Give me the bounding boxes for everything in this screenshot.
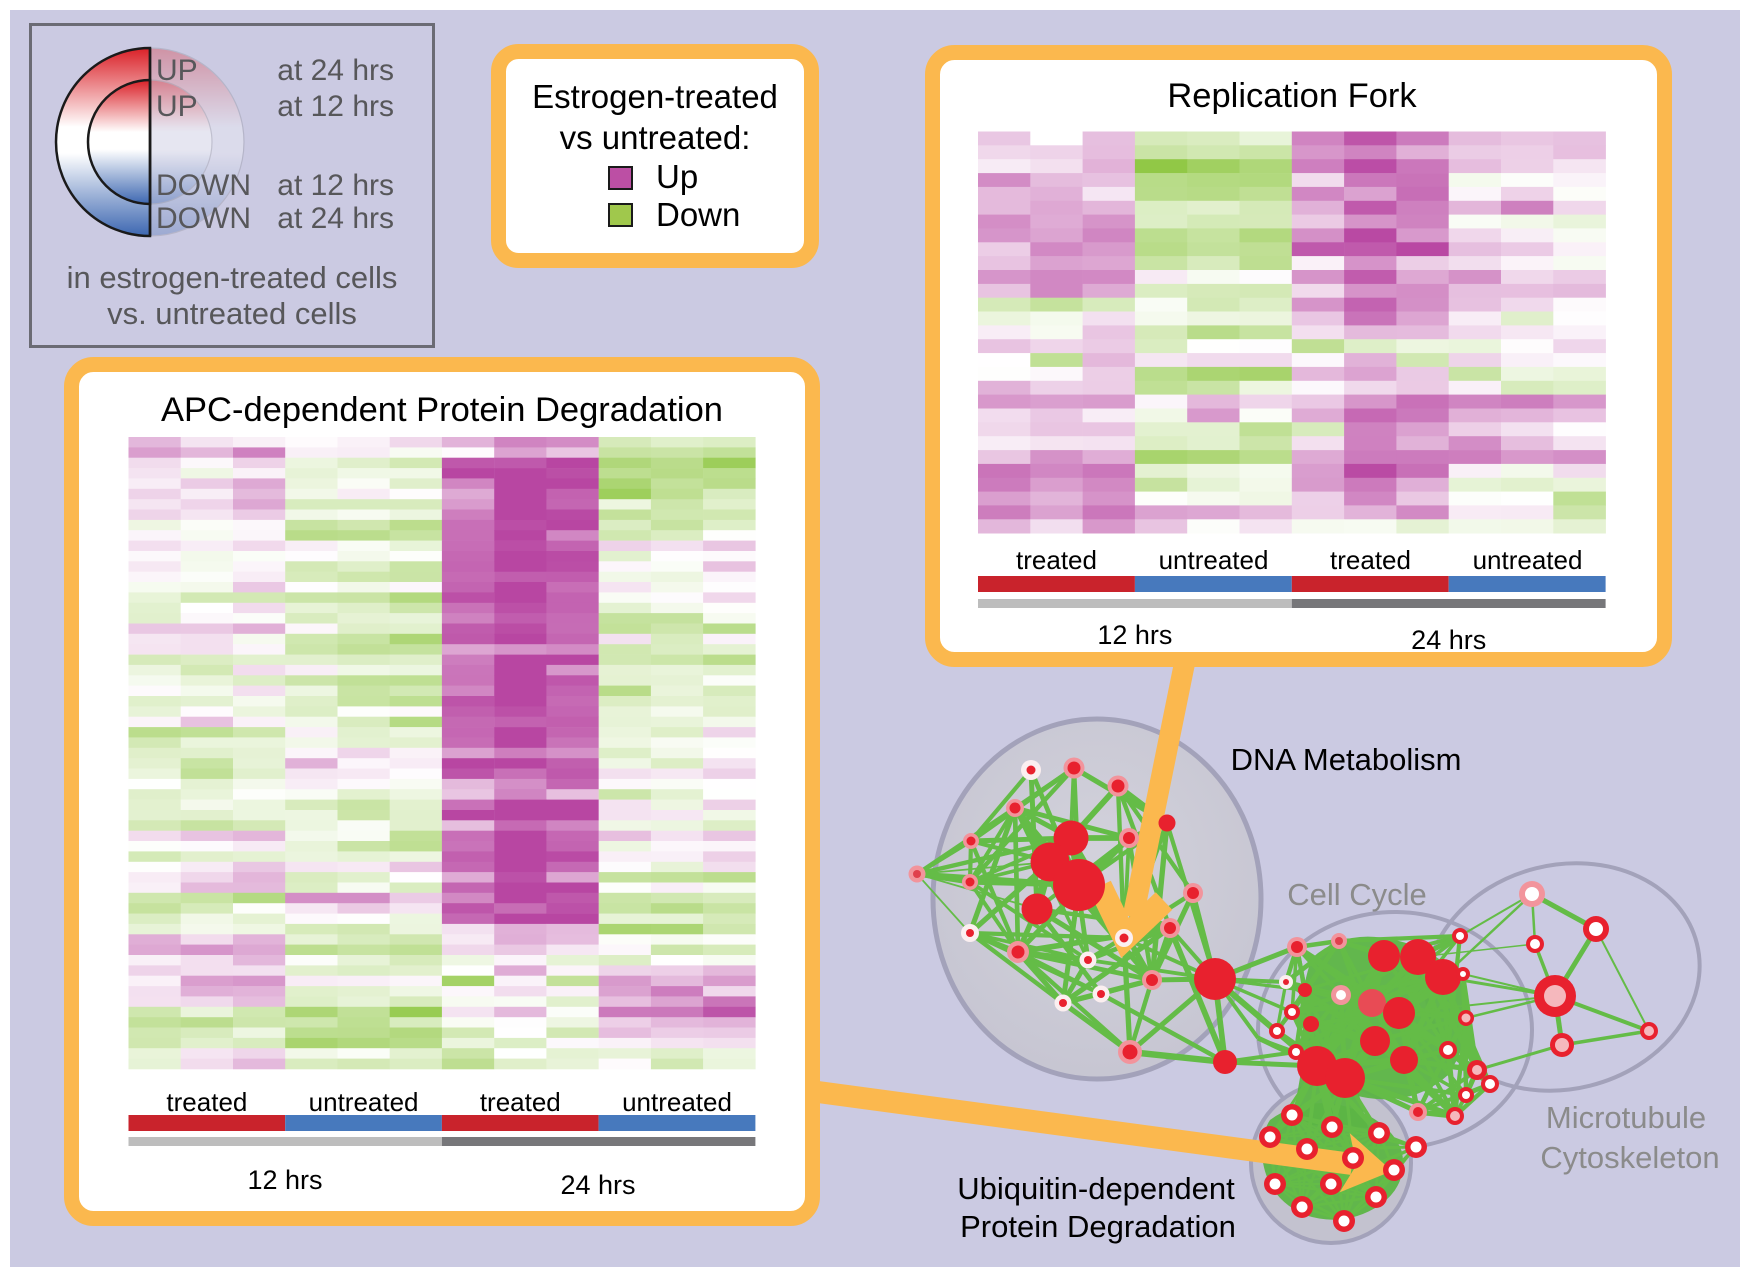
svg-text:Microtubule: Microtubule: [1546, 1100, 1706, 1135]
svg-text:24 hrs: 24 hrs: [1411, 625, 1486, 655]
svg-text:treated: treated: [480, 1087, 561, 1117]
svg-text:untreated: untreated: [1159, 545, 1269, 575]
svg-text:Protein Degradation: Protein Degradation: [960, 1209, 1236, 1244]
svg-text:vs untreated:: vs untreated:: [560, 119, 751, 156]
svg-text:APC-dependent Protein Degradat: APC-dependent Protein Degradation: [161, 391, 723, 429]
svg-text:in estrogen-treated cells: in estrogen-treated cells: [67, 260, 398, 295]
svg-text:DNA Metabolism: DNA Metabolism: [1231, 742, 1462, 777]
svg-text:UP: UP: [156, 90, 198, 123]
svg-text:Cell Cycle: Cell Cycle: [1287, 877, 1427, 912]
svg-text:DOWN: DOWN: [156, 202, 251, 235]
svg-text:treated: treated: [166, 1087, 247, 1117]
svg-text:DOWN: DOWN: [156, 169, 251, 202]
svg-text:untreated: untreated: [309, 1087, 419, 1117]
svg-text:Estrogen-treated: Estrogen-treated: [532, 78, 778, 115]
svg-text:Cytoskeleton: Cytoskeleton: [1540, 1140, 1719, 1175]
svg-text:at 12 hrs: at 12 hrs: [277, 90, 394, 123]
svg-text:12 hrs: 12 hrs: [247, 1165, 322, 1195]
svg-text:untreated: untreated: [1473, 545, 1583, 575]
svg-text:treated: treated: [1330, 545, 1411, 575]
svg-text:at 24 hrs: at 24 hrs: [277, 202, 394, 235]
svg-text:UP: UP: [156, 54, 198, 87]
svg-text:Ubiquitin-dependent: Ubiquitin-dependent: [957, 1171, 1235, 1206]
svg-text:12 hrs: 12 hrs: [1097, 620, 1172, 650]
svg-text:Down: Down: [656, 196, 740, 233]
svg-text:Up: Up: [656, 158, 698, 195]
svg-text:vs. untreated cells: vs. untreated cells: [107, 296, 357, 331]
svg-text:untreated: untreated: [622, 1087, 732, 1117]
svg-text:at 12 hrs: at 12 hrs: [277, 169, 394, 202]
svg-text:at 24 hrs: at 24 hrs: [277, 54, 394, 87]
svg-text:Replication Fork: Replication Fork: [1167, 77, 1417, 115]
svg-text:treated: treated: [1016, 545, 1097, 575]
svg-text:24 hrs: 24 hrs: [560, 1170, 635, 1200]
